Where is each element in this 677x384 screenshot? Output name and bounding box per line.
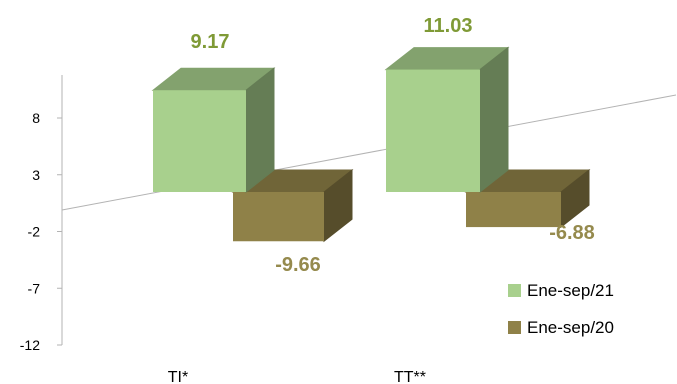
bar-side-face	[479, 46, 509, 194]
y-tick-label: -12	[20, 337, 40, 353]
x-category-label: TI*	[168, 369, 188, 384]
data-label-ene-sep-20: -9.66	[275, 254, 321, 276]
data-labels: 9.17 11.03 -9.66 -6.88	[191, 15, 595, 276]
x-category-label: TT**	[394, 369, 426, 384]
legend-swatch	[508, 284, 521, 297]
legend-label: Ene-sep/21	[527, 281, 614, 300]
data-label-ene-sep-21: 9.17	[191, 31, 230, 53]
data-label-ene-sep-21: 11.03	[424, 15, 473, 37]
bars	[151, 46, 591, 243]
bar-side-face	[245, 67, 275, 194]
bar-front-face	[233, 192, 324, 242]
bar-front-face	[153, 90, 246, 192]
y-tick-label: 8	[32, 110, 40, 126]
y-tick-label: -2	[28, 224, 41, 240]
legend-label: Ene-sep/20	[527, 318, 614, 337]
legend-swatch	[508, 321, 521, 334]
bar-TT-ene-sep-21	[384, 46, 510, 194]
y-tick-label: -7	[28, 280, 41, 296]
data-label-ene-sep-20: -6.88	[549, 222, 595, 244]
bar-TI-ene-sep-21	[151, 67, 276, 194]
y-tick-label: 3	[32, 167, 40, 183]
bar-front-face	[386, 69, 480, 192]
legend: Ene-sep/21 Ene-sep/20	[508, 281, 614, 337]
bar-front-face	[466, 192, 561, 228]
